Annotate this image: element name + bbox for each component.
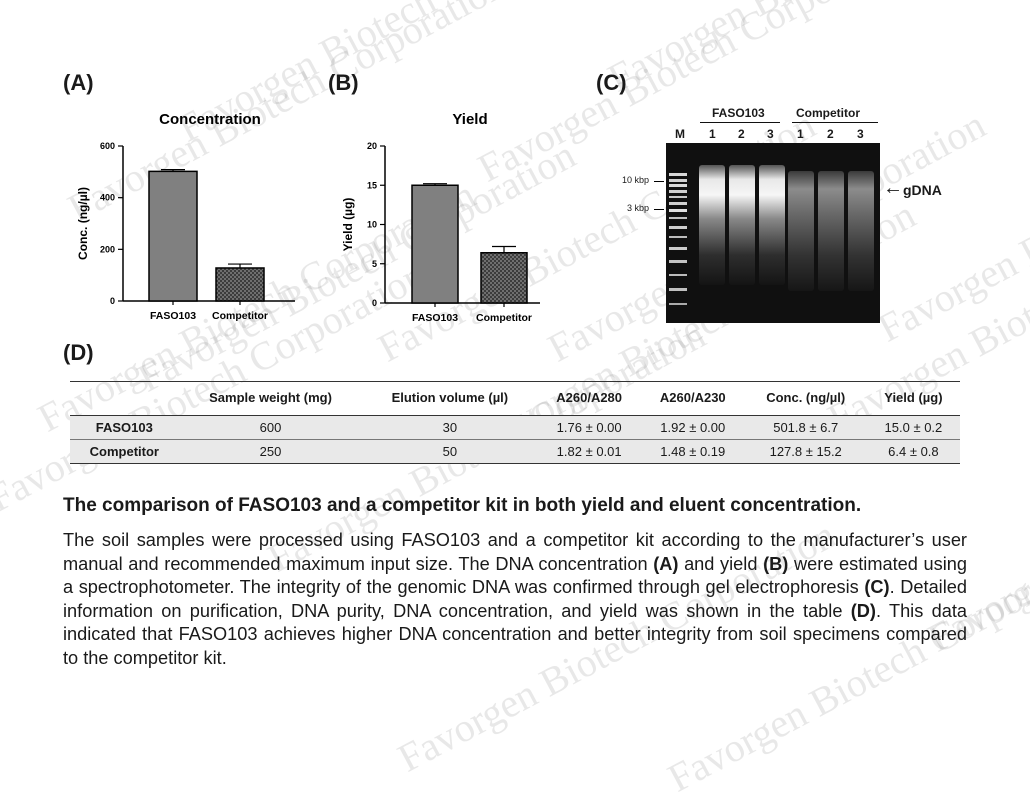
y-tick-label: 0 [110,296,115,306]
table-cell: FASO103 [70,415,179,440]
chart-title: Yield [452,111,487,128]
panel-label-b: (B) [328,70,359,95]
table-header-cell: A260/A280 [537,381,641,416]
panel-label-a: (A) [63,70,94,95]
caption-ref: (D) [850,600,876,621]
caption-text: were estimated using a spectrophotometer… [63,553,967,598]
gdna-label: gDNA [903,182,942,198]
ladder-label-10kbp: 10 kbp [621,175,649,185]
x-tick-label: Competitor [212,310,268,322]
comparison-table: Sample weight (mg) Elution volume (µl) A… [70,381,960,464]
ladder-tick [654,181,664,182]
table-cell: 30 [362,415,538,440]
table-cell: 1.76 ± 0.00 [537,415,641,440]
caption-ref: (B) [763,553,789,574]
y-tick-label: 0 [372,298,377,308]
table-header-cell: Sample weight (mg) [178,381,363,416]
table-cell: 1.82 ± 0.01 [537,439,641,464]
table-cell: 50 [362,439,538,464]
gel-marker-label: M [675,127,685,141]
chart-title: Concentration [159,111,261,128]
table-cell: 600 [178,415,363,440]
y-axis-label: Yield (µg) [341,198,355,252]
group-underline-competitor [792,122,878,123]
watermark-text: Favorgen Biotech Corporation [600,0,1030,101]
y-axis-label: Conc. (ng/µl) [76,187,90,260]
table-header-cell: Yield (µg) [866,381,960,416]
bar [411,184,459,304]
caption-title: The comparison of FASO103 and a competit… [63,495,862,516]
watermark-text: Favorgen Biotech Corporation [870,82,1030,351]
table-header-row: Sample weight (mg) Elution volume (µl) A… [70,381,960,416]
ladder-tick [654,209,664,210]
table-cell: 250 [178,439,363,464]
table-row: FASO103 600 30 1.76 ± 0.00 1.92 ± 0.00 5… [70,415,960,440]
caption-text: . Detailed information on purification, … [63,577,967,621]
y-tick-label: 400 [100,193,115,203]
caption-text: and yield [678,553,764,574]
bar [215,267,265,302]
y-tick-label: 10 [367,220,377,230]
caption-ref: (C) [864,577,890,598]
y-tick-label: 5 [372,259,377,269]
table-cell: 15.0 ± 0.2 [866,415,960,440]
y-tick-label: 15 [367,180,377,190]
lane-label: 2 [827,127,834,141]
yield-chart: Yield Yield (µg) 0 5 10 15 20 FASO103 Competitor [341,111,540,324]
caption-body: The soil samples were processed using FA… [63,529,967,671]
y-tick-label: 20 [367,141,377,151]
x-tick-label: Competitor [476,312,532,324]
lane-label: 1 [709,127,716,141]
table-cell: 1.48 ± 0.19 [640,439,745,464]
table-header-cell [70,381,179,416]
y-tick-label: 600 [100,141,115,151]
gdna-arrow-icon: ← [883,177,903,199]
table-header-cell: Conc. (ng/µl) [744,381,867,416]
table-header-cell: Elution volume (µl) [362,381,538,416]
table-cell: 127.8 ± 15.2 [744,439,867,464]
table-cell: Competitor [70,439,179,464]
ladder-lane [669,173,687,305]
group-underline-faso103 [700,122,780,123]
lane-label: 3 [857,127,864,141]
panel-label-c: (C) [596,70,627,95]
table-cell: 6.4 ± 0.8 [866,439,960,464]
gel-group-competitor: Competitor [796,106,860,120]
lane-label: 1 [797,127,804,141]
table-row: Competitor 250 50 1.82 ± 0.01 1.48 ± 0.1… [70,439,960,464]
lane-label: 3 [767,127,774,141]
bar [480,252,528,304]
gel-group-faso103: FASO103 [712,106,765,120]
table-cell: 501.8 ± 6.7 [744,415,867,440]
concentration-chart: Concentration Conc. (ng/µl) 0 200 400 600 FASO… [76,111,295,322]
y-tick-label: 200 [100,244,115,254]
caption-ref: (A) [653,553,679,574]
bar [148,170,198,302]
lane-label: 2 [738,127,745,141]
table-cell: 1.92 ± 0.00 [640,415,745,440]
caption-text: . This data indicated that FASO103 achie… [63,600,967,668]
panel-label-d: (D) [63,340,94,365]
table-header-cell: A260/A230 [640,381,745,416]
caption-text: The soil samples were processed using FA… [63,530,967,574]
gel-image [666,143,880,323]
x-tick-label: FASO103 [412,312,458,324]
x-tick-label: FASO103 [150,310,196,322]
ladder-label-3kbp: 3 kbp [626,203,649,213]
